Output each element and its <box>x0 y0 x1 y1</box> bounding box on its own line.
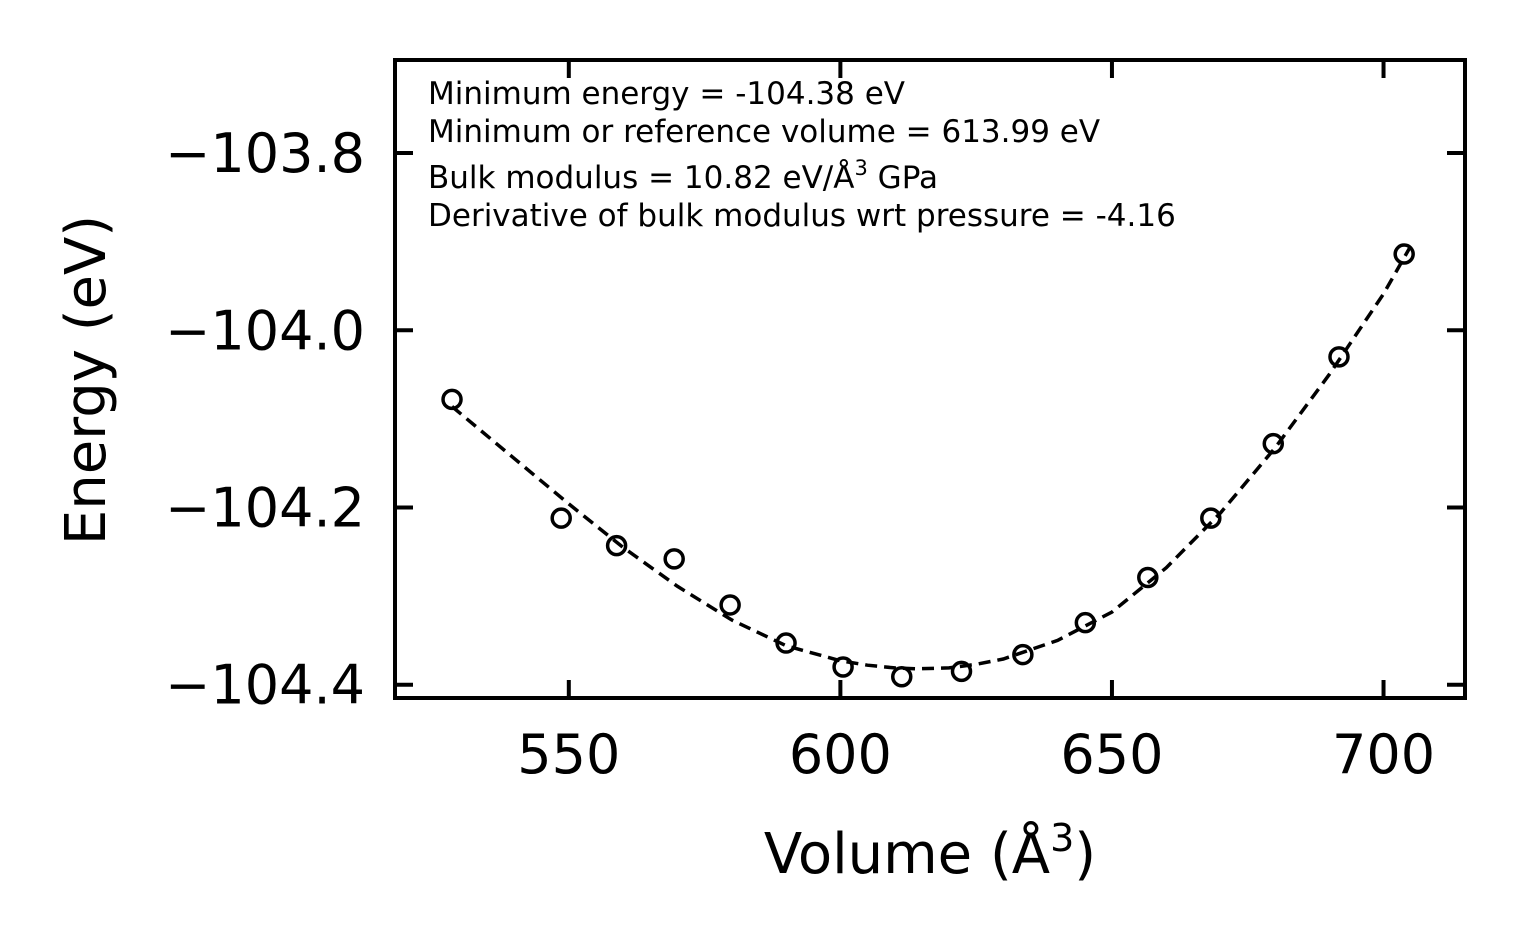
y-tick-label: −104.2 <box>165 476 365 539</box>
data-point <box>719 594 741 616</box>
y-tick-label: −103.8 <box>165 122 365 185</box>
annotation-min-volume: Minimum or reference volume = 613.99 eV <box>428 114 1100 150</box>
data-point <box>891 665 913 688</box>
data-point <box>775 632 797 654</box>
data-point <box>950 660 973 683</box>
x-tick-label: 550 <box>517 723 620 786</box>
x-tick-label: 600 <box>789 723 892 786</box>
data-points <box>441 243 1415 688</box>
y-axis-title: Energy (eV) <box>54 215 119 545</box>
annotation-min-energy: Minimum energy = -104.38 eV <box>428 76 905 112</box>
x-tick-label: 650 <box>1060 723 1163 786</box>
plot-frame <box>393 58 1467 700</box>
x-tick-label: 700 <box>1332 723 1435 786</box>
data-point <box>550 507 572 529</box>
x-axis-title: Volume (Å3) <box>764 816 1096 887</box>
data-point <box>1393 243 1415 265</box>
y-tick-label: −104.0 <box>165 299 365 362</box>
tick-labels: 550 600 650 700 −103.8 −104.0 −104.2 −104.4 <box>165 122 1435 786</box>
fit-curve <box>450 245 1413 671</box>
data-point <box>1137 566 1159 589</box>
data-point <box>1328 346 1350 368</box>
data-point <box>663 548 685 570</box>
data-point <box>605 534 628 557</box>
data-point <box>1074 611 1097 634</box>
annotation-bulk-modulus: Bulk modulus = 10.82 eV/Å3 GPa <box>428 156 938 196</box>
annotation-bulk-derivative: Derivative of bulk modulus wrt pressure … <box>428 198 1176 234</box>
annotation-box: Minimum energy = -104.38 eV Minimum or r… <box>428 76 1176 234</box>
data-point <box>441 388 463 411</box>
data-point <box>1200 507 1222 529</box>
axis-ticks <box>395 60 1465 698</box>
data-point <box>1262 432 1285 455</box>
data-point <box>832 656 854 678</box>
data-point <box>1012 643 1034 666</box>
y-tick-label: −104.4 <box>165 654 365 717</box>
